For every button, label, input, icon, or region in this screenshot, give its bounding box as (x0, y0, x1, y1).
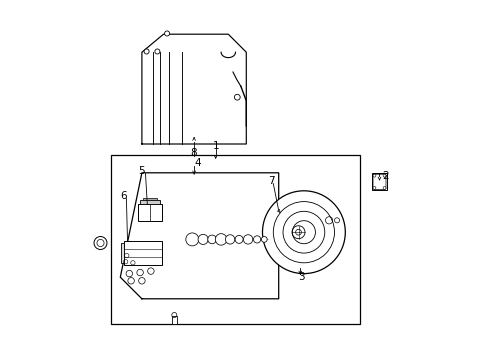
Circle shape (382, 174, 385, 177)
Text: 3: 3 (298, 272, 304, 282)
Circle shape (215, 234, 226, 245)
Circle shape (164, 31, 169, 36)
Circle shape (147, 268, 154, 274)
Circle shape (94, 237, 107, 249)
Circle shape (382, 186, 385, 189)
Text: 6: 6 (120, 191, 126, 201)
Bar (140, 200, 160, 204)
Text: 2: 2 (382, 171, 388, 181)
Text: 7: 7 (267, 176, 274, 186)
Bar (123, 241, 162, 265)
Bar (121, 243, 124, 263)
Circle shape (261, 237, 266, 242)
Circle shape (155, 49, 160, 54)
Circle shape (235, 235, 243, 243)
Circle shape (262, 191, 345, 274)
Text: 8: 8 (190, 148, 196, 158)
Circle shape (243, 235, 252, 244)
Circle shape (207, 235, 216, 244)
Bar (142, 198, 157, 200)
Circle shape (137, 269, 143, 276)
Circle shape (372, 186, 375, 189)
Bar (138, 204, 162, 221)
Circle shape (225, 235, 234, 244)
Circle shape (126, 270, 132, 277)
Circle shape (144, 49, 149, 54)
Bar (371, 173, 386, 190)
Circle shape (372, 174, 375, 177)
Text: 5: 5 (138, 166, 145, 176)
Circle shape (234, 94, 240, 100)
Bar (111, 155, 359, 324)
Circle shape (185, 233, 199, 246)
Circle shape (253, 236, 260, 243)
Circle shape (127, 278, 134, 284)
Circle shape (139, 278, 145, 284)
Text: 1: 1 (212, 141, 219, 151)
Text: 4: 4 (194, 158, 201, 168)
Circle shape (198, 234, 208, 244)
Bar (171, 316, 177, 324)
Circle shape (295, 229, 301, 235)
